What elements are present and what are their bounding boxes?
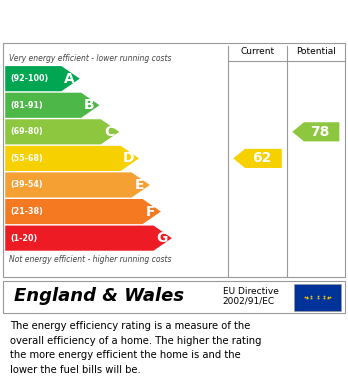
Polygon shape [5, 226, 172, 251]
Polygon shape [5, 119, 119, 144]
Text: (69-80): (69-80) [10, 127, 43, 136]
Text: G: G [156, 231, 167, 245]
Text: (92-100): (92-100) [10, 74, 49, 83]
Text: The energy efficiency rating is a measure of the
overall efficiency of a home. T: The energy efficiency rating is a measur… [10, 321, 262, 375]
Polygon shape [5, 146, 139, 171]
Polygon shape [5, 199, 161, 224]
Text: Potential: Potential [296, 47, 336, 56]
Polygon shape [292, 122, 339, 142]
Text: (39-54): (39-54) [10, 181, 43, 190]
Text: 78: 78 [310, 125, 329, 139]
Text: F: F [146, 204, 156, 219]
Polygon shape [5, 93, 100, 118]
Text: Not energy efficient - higher running costs: Not energy efficient - higher running co… [9, 255, 171, 264]
Text: C: C [104, 125, 114, 139]
Text: A: A [64, 72, 75, 86]
Polygon shape [233, 149, 282, 168]
Text: D: D [123, 151, 135, 165]
Text: Energy Efficiency Rating: Energy Efficiency Rating [10, 13, 232, 28]
Text: EU Directive: EU Directive [223, 287, 279, 296]
Text: Current: Current [240, 47, 275, 56]
Text: Very energy efficient - lower running costs: Very energy efficient - lower running co… [9, 54, 171, 63]
Text: England & Wales: England & Wales [14, 287, 184, 305]
Text: (55-68): (55-68) [10, 154, 43, 163]
Text: B: B [84, 98, 95, 112]
Text: 62: 62 [252, 151, 271, 165]
Text: E: E [135, 178, 144, 192]
Bar [294, 284, 341, 310]
Text: (1-20): (1-20) [10, 234, 38, 243]
Polygon shape [5, 66, 80, 91]
Text: 2002/91/EC: 2002/91/EC [223, 297, 275, 306]
Polygon shape [5, 172, 150, 197]
Text: (81-91): (81-91) [10, 101, 43, 110]
Text: (21-38): (21-38) [10, 207, 43, 216]
